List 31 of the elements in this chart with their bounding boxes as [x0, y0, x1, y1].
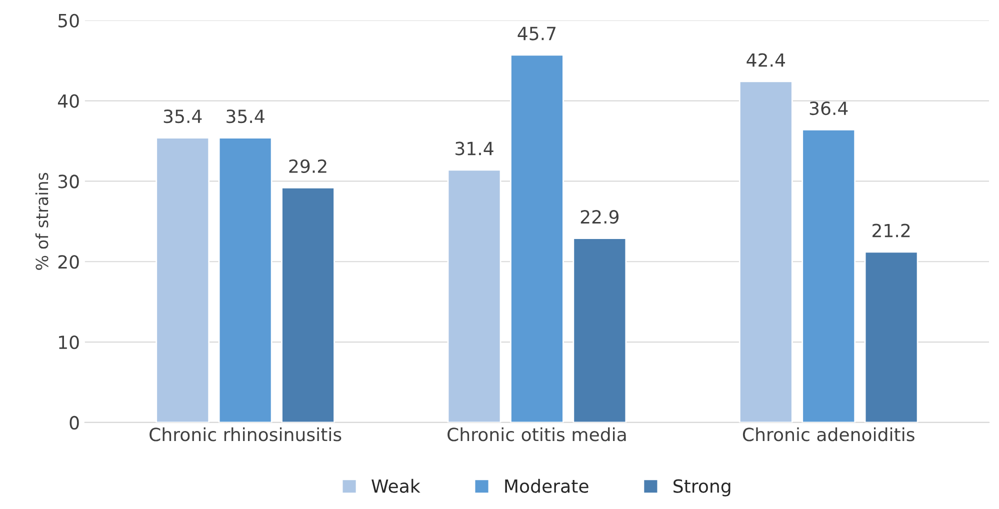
bar — [738, 80, 793, 422]
data-label: 36.4 — [810, 101, 848, 116]
legend-label: Strong — [674, 479, 730, 496]
bar — [572, 238, 627, 422]
data-label: 42.4 — [746, 53, 785, 67]
y-tick-label: 30 — [58, 174, 79, 188]
y-tick-label: 50 — [58, 14, 79, 28]
y-tick-label: 20 — [58, 255, 79, 269]
x-tick-label: Chronic otitis media — [448, 427, 626, 442]
bar — [156, 137, 210, 422]
data-label: 45.7 — [518, 26, 556, 40]
data-label: 35.4 — [164, 110, 202, 124]
bar — [281, 186, 335, 422]
x-tick-label: Chronic rhinosinusitis — [150, 427, 342, 442]
data-label: 35.4 — [226, 110, 264, 124]
y-tick-label: 0 — [70, 416, 79, 430]
bar — [447, 169, 502, 422]
legend-label: Moderate — [505, 478, 588, 493]
x-tick-label: Chronic adenoiditis — [742, 427, 914, 442]
data-label: 21.2 — [872, 224, 910, 238]
bar — [510, 54, 564, 422]
y-axis-title: % of strains — [35, 172, 48, 270]
y-tick-label: 10 — [59, 336, 79, 350]
bar — [218, 137, 272, 422]
data-label: 31.4 — [456, 142, 494, 156]
bar — [802, 129, 856, 422]
bar — [864, 251, 918, 422]
y-tick-label: 40 — [58, 94, 79, 108]
data-label: 22.9 — [580, 210, 618, 224]
legend-label: Weak — [372, 478, 420, 493]
data-label: 29.2 — [289, 159, 326, 174]
